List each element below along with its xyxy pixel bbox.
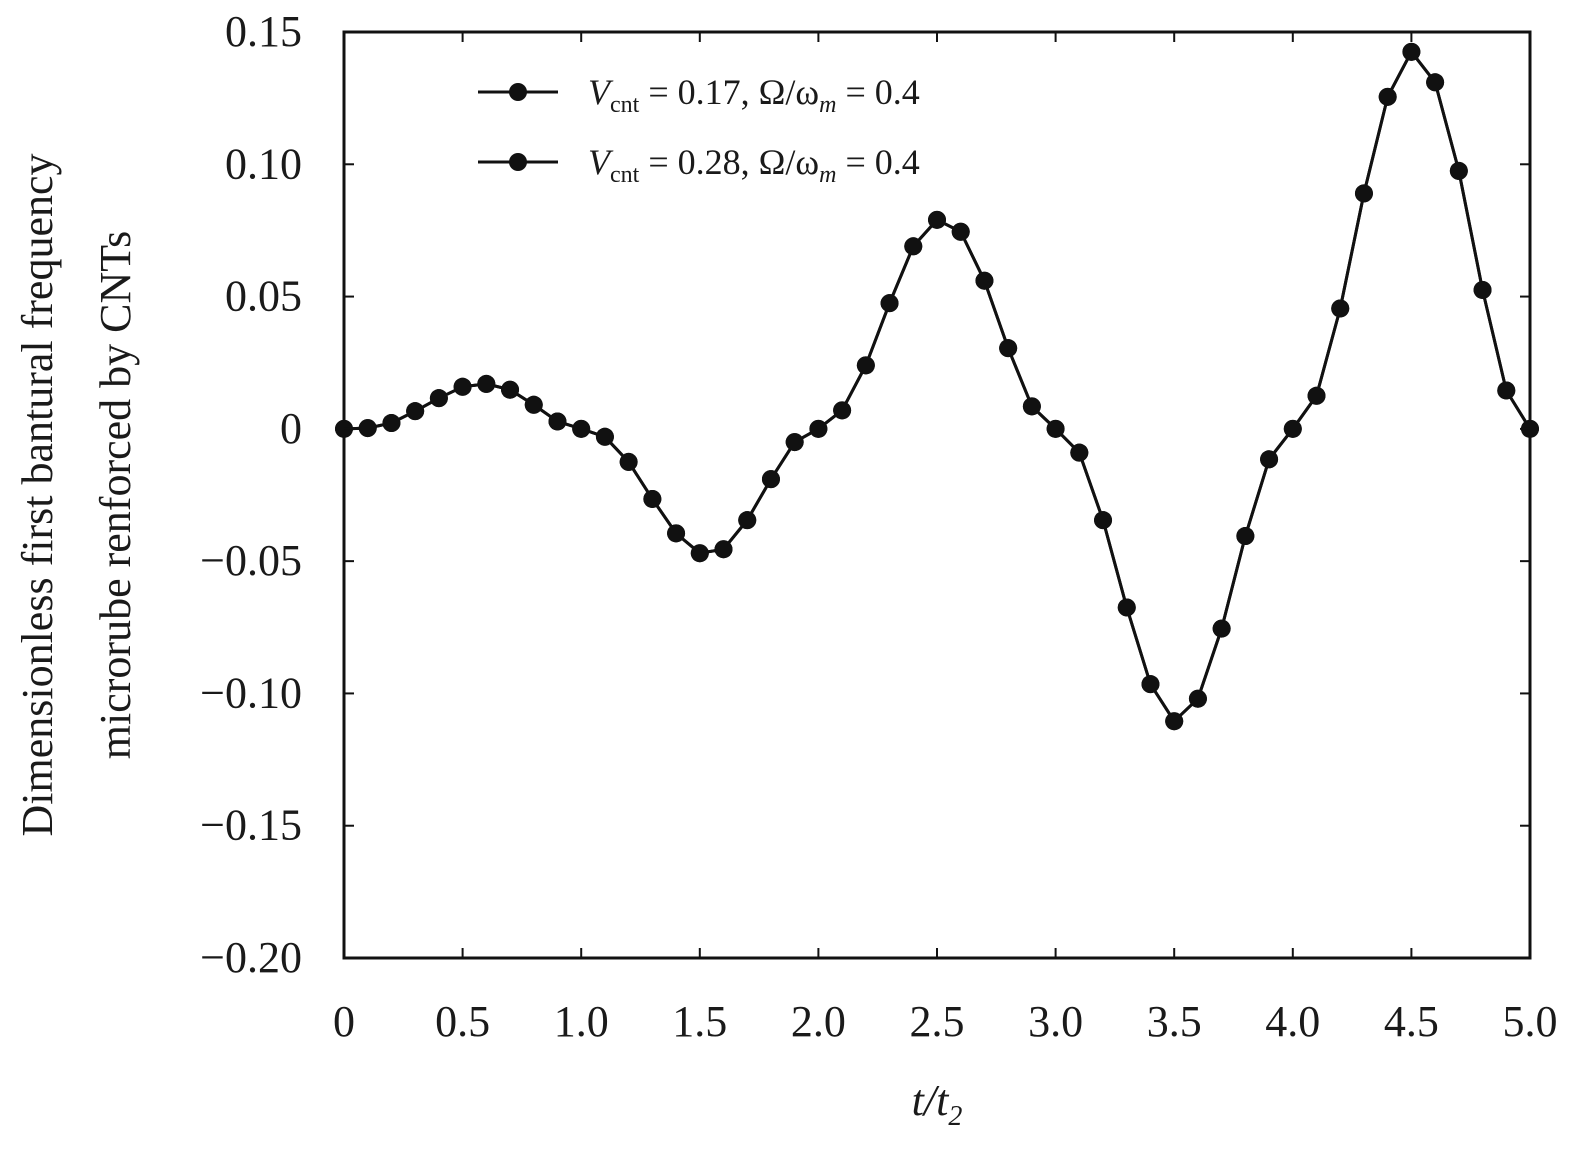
y-axis: 0.15 0.10 0.05 0 −0.05 −0.10 −0.15 −0.20 [200, 7, 1530, 982]
data-point [429, 389, 448, 408]
legend-label-1: Vcnt = 0.17, Ω/ωm = 0.4 [588, 72, 920, 118]
series-line-2 [343, 50, 1532, 723]
x-axis-title-subscript: 2 [948, 1101, 962, 1132]
data-point [1260, 450, 1279, 469]
legend-entry-1: Vcnt = 0.17, Ω/ωm = 0.4 [478, 72, 920, 118]
y-tick-label: −0.05 [200, 536, 302, 585]
x-tick-label: 0 [333, 997, 355, 1046]
data-point [1046, 419, 1065, 438]
data-point [880, 294, 899, 313]
data-point [1449, 161, 1468, 180]
data-point [975, 271, 994, 290]
data-point [477, 374, 496, 393]
legend-swatch-marker-2 [509, 153, 527, 171]
data-point [572, 419, 591, 438]
data-point [1094, 511, 1113, 530]
data-point [1141, 675, 1160, 694]
data-point [453, 377, 472, 396]
data-point [1331, 299, 1350, 318]
data-point [1165, 712, 1184, 731]
data-point [1426, 73, 1445, 92]
data-point [856, 356, 875, 375]
x-axis: 0 0.5 1.0 1.5 2.0 2.5 3.0 3.5 4.0 4.5 5.0 [333, 32, 1558, 1046]
data-point [999, 339, 1018, 358]
data-point [1473, 280, 1492, 299]
x-tick-label: 2.0 [791, 997, 846, 1046]
data-point [738, 511, 757, 530]
data-point [928, 210, 946, 229]
data-point [1212, 619, 1231, 638]
data-point [1117, 598, 1136, 617]
y-tick-label: 0.10 [225, 139, 302, 188]
data-point [501, 380, 520, 399]
x-axis-title: t/t2 [912, 1076, 963, 1132]
data-point [595, 427, 614, 446]
data-point [643, 489, 662, 508]
x-tick-label: 3.0 [1028, 997, 1083, 1046]
data-point [619, 452, 638, 471]
data-point [1497, 381, 1516, 400]
x-axis-title-base: t/t [912, 1076, 950, 1125]
data-point [667, 524, 686, 543]
data-point [382, 414, 401, 433]
x-tick-label: 1.5 [672, 997, 727, 1046]
data-point [358, 419, 377, 438]
legend: Vcnt = 0.17, Ω/ωm = 0.4 Vcnt = 0.28, Ω/ω… [478, 72, 920, 188]
data-point [1402, 42, 1421, 61]
y-axis-title-line-2: microrube renforced by CNTs [91, 231, 140, 759]
plot-area [335, 42, 1539, 731]
x-tick-label: 0.5 [435, 997, 490, 1046]
y-tick-label: 0.15 [225, 7, 302, 56]
x-tick-label: 3.5 [1147, 997, 1202, 1046]
plot-frame [342, 30, 1532, 960]
legend-entry-2: Vcnt = 0.28, Ω/ωm = 0.4 [478, 142, 920, 188]
data-point [524, 395, 543, 414]
x-tick-label: 4.5 [1384, 997, 1439, 1046]
y-axis-title-line-1: Dimensionless first bantural frequency [13, 153, 62, 836]
data-point [1022, 397, 1041, 416]
data-point [1307, 386, 1326, 405]
y-axis-title: Dimensionless first bantural frequency m… [13, 153, 140, 836]
x-tick-label: 4.0 [1265, 997, 1320, 1046]
legend-label-2: Vcnt = 0.28, Ω/ωm = 0.4 [588, 142, 920, 188]
legend-swatch-marker-1 [509, 83, 527, 101]
y-tick-label: −0.15 [200, 801, 302, 850]
data-point [809, 419, 828, 438]
y-tick-label: 0.05 [225, 272, 302, 321]
data-point [1283, 419, 1302, 438]
data-point [1378, 87, 1397, 106]
data-point [833, 401, 852, 420]
series-line-1 [343, 50, 1532, 723]
data-point [761, 470, 780, 489]
data-point [785, 433, 804, 452]
y-tick-label: −0.20 [200, 933, 302, 982]
data-point [951, 222, 970, 241]
x-tick-label: 5.0 [1503, 997, 1558, 1046]
x-tick-label: 1.0 [554, 997, 609, 1046]
data-point [1188, 689, 1207, 708]
data-point [1236, 527, 1255, 546]
data-point [406, 402, 425, 421]
data-point [548, 412, 567, 431]
data-point [1354, 184, 1373, 203]
data-point [904, 237, 923, 256]
data-point [1070, 443, 1089, 462]
y-tick-label: 0 [280, 404, 302, 453]
data-point [714, 540, 733, 559]
data-point [690, 544, 709, 563]
x-tick-label: 2.5 [910, 997, 965, 1046]
y-tick-label: −0.10 [200, 668, 302, 717]
